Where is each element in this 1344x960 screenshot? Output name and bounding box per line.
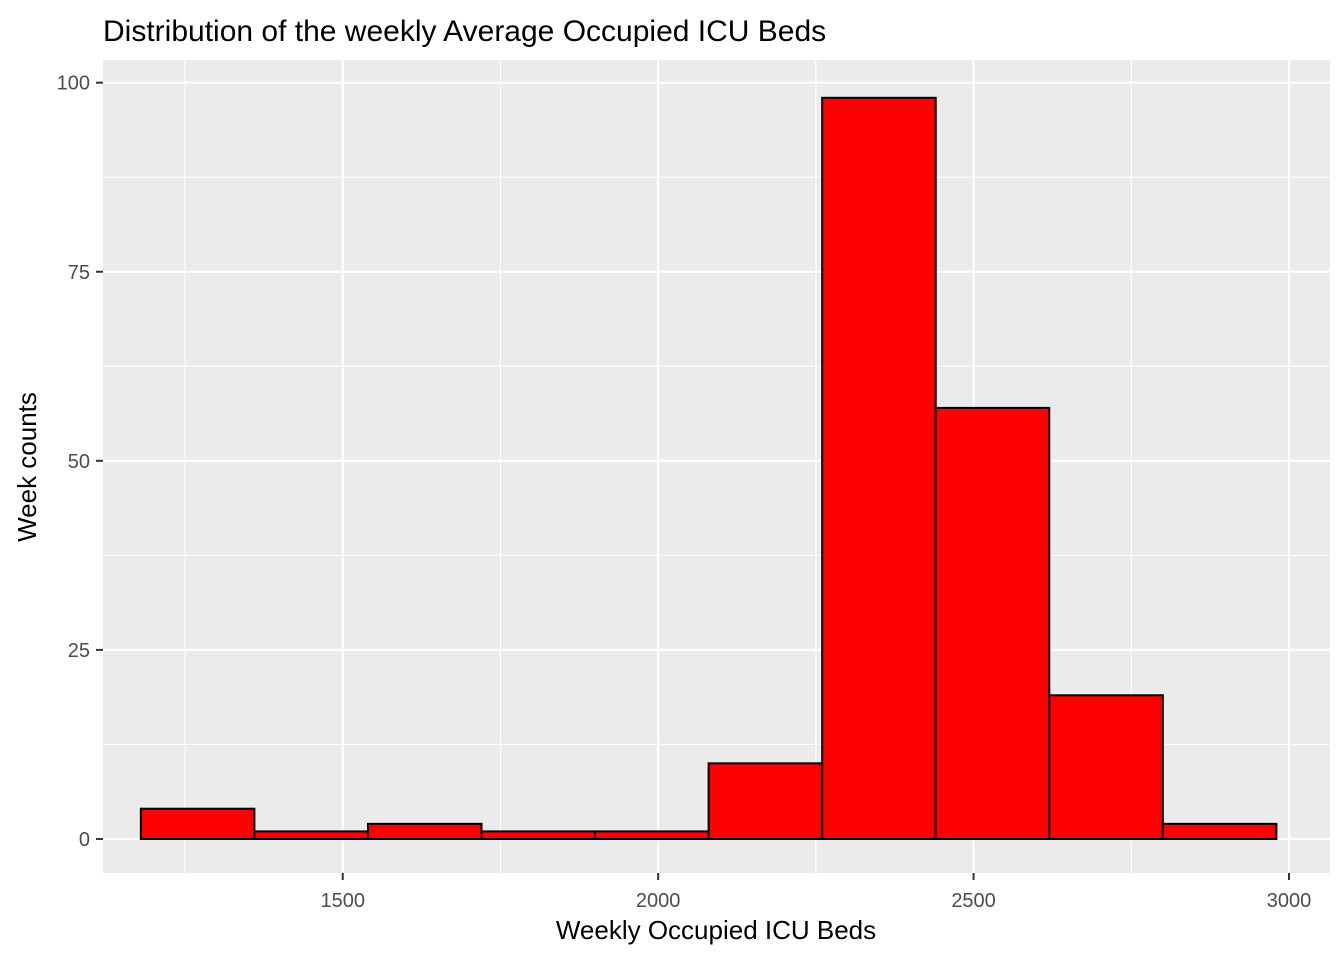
histogram-bar-9: [1161, 822, 1278, 840]
y-tick-label-4: 100: [57, 73, 90, 95]
bars: [139, 96, 1278, 840]
x-axis-ticks: 1500 2000 2500 3000: [320, 873, 1311, 912]
histogram-bar-6: [821, 96, 937, 840]
histogram-bar-5: [707, 762, 824, 840]
x-tick-label-2: 2500: [951, 890, 996, 912]
x-tick-label-1: 2000: [636, 890, 681, 912]
histogram-bar-8: [1048, 694, 1164, 840]
y-tick-label-1: 25: [68, 640, 90, 662]
histogram-bar-3: [480, 830, 597, 840]
y-tick-label-0: 0: [79, 829, 90, 851]
histogram-bar-7: [934, 406, 1051, 840]
x-tick-label-3: 3000: [1267, 890, 1312, 912]
y-tick-label-3: 75: [68, 262, 90, 284]
y-axis-title: Week counts: [12, 392, 42, 542]
histogram-bar-2: [366, 822, 483, 840]
minor-gridlines: [103, 60, 1330, 873]
y-tick-label-2: 50: [68, 451, 90, 473]
y-axis-ticks: 0 25 50 75 100: [57, 73, 103, 851]
x-tick-label-0: 1500: [320, 890, 365, 912]
chart-title: Distribution of the weekly Average Occup…: [103, 15, 826, 48]
histogram-bar-0: [139, 807, 256, 840]
x-axis-title: Weekly Occupied ICU Beds: [556, 915, 876, 945]
histogram-bar-1: [253, 830, 369, 840]
histogram-bar-4: [594, 830, 710, 840]
